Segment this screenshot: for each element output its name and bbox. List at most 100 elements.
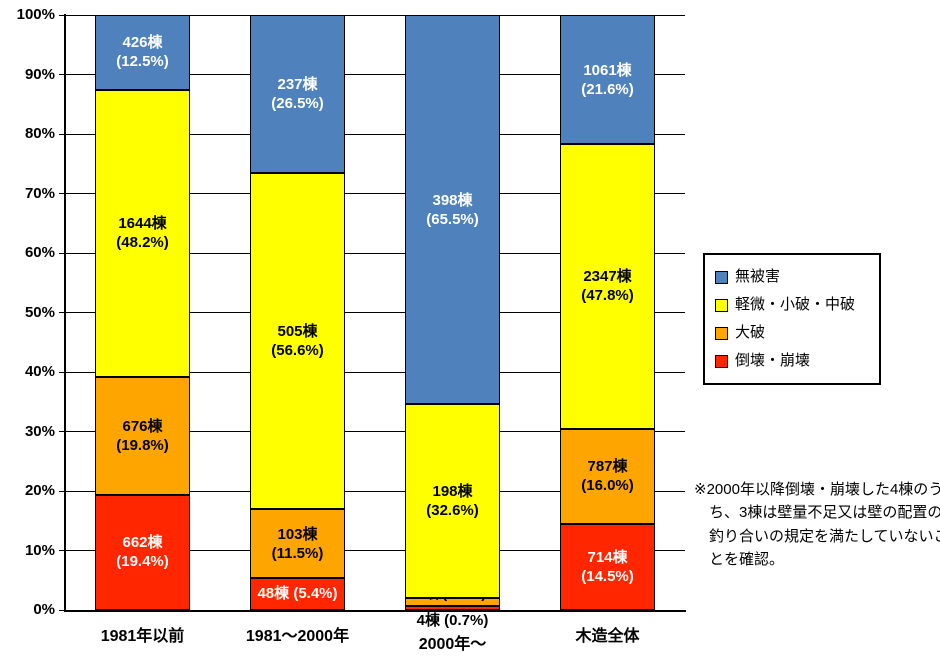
gridline: [65, 312, 685, 313]
bar-segment: [560, 15, 655, 145]
segment-label-line: 198棟: [432, 483, 473, 501]
segment-label-line: 48棟 (5.4%): [257, 585, 338, 603]
segment-label: 4棟 (0.7%): [375, 611, 530, 630]
segment-label: 662棟 (19.4%): [65, 533, 220, 571]
bar-segment: [95, 15, 190, 90]
x-axis-line: [64, 610, 686, 612]
y-tick-label: 80%: [24, 125, 55, 142]
segment-label-line: 398棟: [432, 191, 473, 209]
legend-label: 無被害: [735, 268, 781, 285]
segment-label-line: (14.5%): [581, 567, 634, 585]
gridline: [65, 371, 685, 373]
y-tick-label: 100%: [16, 6, 55, 23]
y-tick-mark: [59, 609, 65, 611]
y-tick-mark: [59, 252, 65, 254]
legend-swatch-icon: [715, 326, 728, 340]
bar-segment: [405, 404, 500, 599]
bar-segment: [95, 89, 190, 377]
y-tick-mark: [59, 550, 65, 551]
segment-label: 103棟 (11.5%): [220, 525, 375, 563]
legend-label: 大破: [735, 324, 766, 341]
bar-segment: [560, 144, 655, 429]
segment-label-line: (26.5%): [271, 94, 324, 112]
bar-segment: [250, 509, 345, 578]
y-tick-label: 60%: [24, 244, 55, 261]
legend-swatch-icon: [715, 354, 728, 368]
legend-item: 無被害: [715, 263, 869, 291]
segment-label: 787棟 (16.0%): [530, 457, 685, 495]
segment-label: 676棟 (19.8%): [65, 417, 220, 455]
segment-label: 714棟 (14.5%): [530, 548, 685, 586]
y-tick-mark: [59, 14, 65, 16]
y-tick-label: 30%: [24, 422, 55, 440]
y-tick-label: 40%: [24, 363, 55, 380]
segment-label: 1061棟 (21.6%): [530, 61, 685, 99]
segment-label: 198棟 (32.6%): [375, 482, 530, 520]
segment-label-line: 4棟 (0.7%): [416, 612, 489, 629]
gridline: [65, 490, 685, 492]
legend-label: 軽微・小破・中破: [735, 296, 856, 313]
segment-label-line: 103棟: [277, 525, 318, 543]
y-tick-mark: [59, 193, 65, 194]
legend: 無被害軽微・小破・中破 大破倒壊・崩壊: [703, 253, 881, 385]
legend-label: 倒壊・崩壊: [735, 352, 811, 369]
segment-label: 398棟 (65.5%): [375, 191, 530, 229]
bar-segment: [560, 523, 655, 610]
segment-label-line: (12.5%): [116, 53, 169, 71]
segment-label-line: 505棟: [277, 323, 318, 341]
y-tick-mark: [59, 133, 65, 135]
segment-label-line: 426棟: [122, 34, 163, 52]
bar-segment: [405, 15, 500, 405]
gridline: [65, 252, 685, 254]
gridline: [65, 133, 685, 135]
segment-label-line: 676棟: [122, 417, 163, 435]
bar-segment: [405, 605, 500, 610]
segment-label-line: 714棟: [587, 548, 628, 566]
y-tick-mark: [59, 74, 65, 75]
legend-item: 大破: [715, 319, 869, 347]
segment-label-line: 662棟: [122, 534, 163, 552]
y-tick-label: 90%: [24, 65, 55, 83]
legend-swatch-icon: [715, 270, 728, 284]
segment-label-line: (48.2%): [116, 234, 169, 252]
bar-segment: [560, 428, 655, 524]
x-category-label: 1981年以前: [100, 628, 185, 645]
segment-label: 1644棟 (48.2%): [65, 214, 220, 252]
segment-label: 505棟 (56.6%): [220, 322, 375, 360]
segment-label-line: 1061棟: [583, 61, 632, 79]
legend-item: 軽微・小破・中破: [715, 291, 869, 319]
y-tick-label: 10%: [24, 541, 55, 559]
y-tick-label: 50%: [24, 303, 55, 321]
bar-segment: [405, 598, 500, 606]
segment-label-line: (11.5%): [271, 544, 324, 562]
bar-segment: [95, 376, 190, 495]
segment-label-line: (65.5%): [426, 210, 479, 228]
bar-segment: [250, 15, 345, 173]
segment-label-line: 1644棟: [118, 215, 167, 233]
segment-label: 48棟 (5.4%): [220, 584, 375, 603]
gridline: [65, 14, 685, 16]
gridline: [65, 74, 685, 75]
segment-label: 237棟 (26.5%): [220, 75, 375, 113]
segment-label-line: (19.8%): [116, 436, 169, 454]
y-tick-label: 20%: [24, 482, 55, 499]
segment-label-line: 2347棟: [583, 268, 632, 286]
segment-label-line: (19.4%): [116, 553, 169, 571]
segment-label-line: (32.6%): [426, 502, 479, 520]
x-category-label: 木造全体: [575, 628, 640, 645]
x-category-label: 1981～2000年: [245, 628, 350, 645]
footnote-text: ※2000年以降倒壊・崩壊した4棟のうち、3棟は壁量不足又は壁の配置の釣り合いの…: [694, 481, 940, 568]
gridline: [65, 193, 685, 194]
segment-label: 2347棟 (47.8%): [530, 267, 685, 305]
y-tick-mark: [59, 312, 65, 313]
legend-item: 倒壊・崩壊: [715, 347, 869, 375]
segment-label-line: 787棟: [587, 458, 628, 476]
y-tick-label: 0%: [33, 601, 55, 618]
y-tick-label: 70%: [24, 184, 55, 202]
bar-segment: [250, 577, 345, 610]
gridline: [65, 550, 685, 551]
segment-label-line: (56.6%): [271, 342, 324, 360]
gridline: [65, 431, 685, 432]
segment-label-line: 237棟: [277, 75, 318, 93]
bar-segment: [250, 172, 345, 510]
